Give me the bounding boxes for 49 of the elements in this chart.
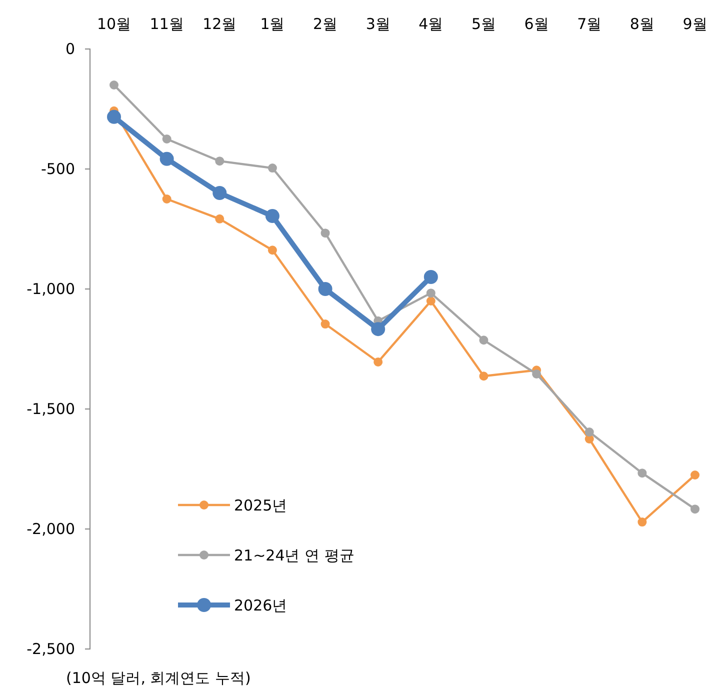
legend-label: 2025년 [234, 496, 288, 514]
y-tick-label: -2,500 [26, 640, 75, 658]
point [638, 518, 647, 527]
point [424, 270, 438, 284]
point [690, 470, 700, 480]
legend-label: 2026년 [234, 596, 288, 614]
x-tick-label: 5월 [471, 15, 496, 33]
point [160, 152, 174, 166]
point [268, 164, 277, 173]
x-tick-label: 8월 [630, 15, 654, 33]
point [162, 134, 172, 144]
y-tick-label: -500 [40, 160, 75, 178]
legend-label: 21~24년 연 평균 [234, 546, 354, 564]
x-tick-label: 3월 [366, 15, 390, 33]
point [212, 186, 227, 200]
point [374, 357, 383, 366]
x-tick-label: 7월 [577, 15, 602, 33]
x-tick-label: 11월 [150, 15, 184, 33]
point [162, 194, 172, 204]
text: (10억 달러, 회계연도 누적) [66, 669, 251, 687]
point [479, 372, 488, 381]
point [638, 468, 647, 478]
x-tick-label: 9월 [682, 15, 708, 33]
x-tick-label: 4월 [418, 15, 444, 33]
y-tick-label: -1,500 [26, 400, 75, 418]
point [426, 296, 436, 306]
y-tick-label: 0 [65, 40, 75, 58]
point [479, 336, 488, 345]
point [320, 320, 330, 329]
x-tick-label: 6월 [524, 15, 549, 33]
point [215, 214, 224, 224]
point [265, 209, 280, 224]
x-tick-label: 2월 [313, 15, 338, 33]
point [426, 288, 436, 298]
point [320, 228, 330, 238]
x-tick-label: 1월 [260, 15, 285, 33]
point [107, 110, 121, 124]
point [584, 428, 594, 437]
x-tick-label: 12월 [202, 15, 237, 33]
point [110, 80, 118, 90]
point [268, 246, 277, 255]
point [371, 322, 386, 336]
point [215, 156, 224, 166]
y-tick-label: -2,000 [26, 520, 75, 538]
point [690, 504, 700, 514]
point [318, 282, 332, 296]
y-tick-label: -1,000 [26, 280, 75, 298]
point [532, 369, 542, 378]
x-tick-label: 10월 [96, 15, 132, 33]
